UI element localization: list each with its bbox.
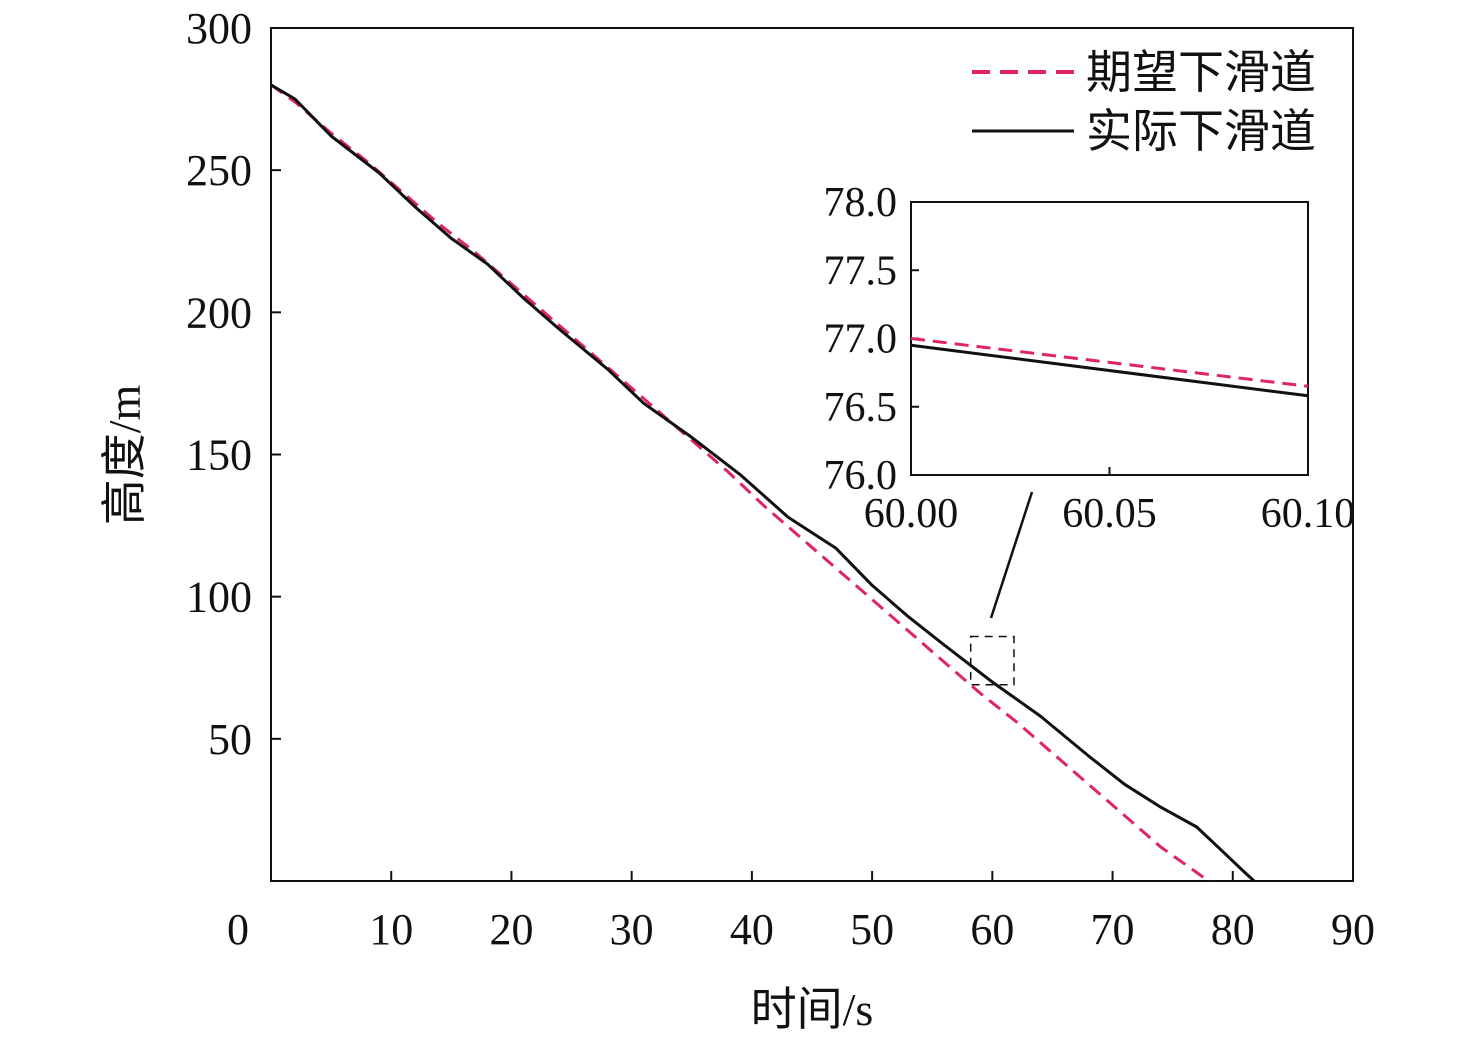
x-tick-label: 0 [227,905,249,954]
inset-series-line-expected [910,337,1309,388]
y-tick-label: 100 [186,573,252,622]
x-tick-label: 10 [369,905,413,954]
x-axis-label: 时间/s [751,984,874,1035]
x-axis-ticks: 0 10 20 30 40 50 60 70 80 90 [227,871,1375,954]
inset-x-axis-ticks: 60.00 60.05 60.10 [864,467,1356,537]
zoom-connector-line [989,491,1034,619]
y-tick-label: 150 [186,431,252,480]
series-line-actual [271,83,1257,881]
inset-y-tick-label: 78.0 [824,180,898,226]
inset-series-group [910,337,1309,398]
y-tick-label: 200 [186,288,252,337]
inset-y-tick-label: 77.0 [824,317,898,363]
inset-y-tick-label: 76.0 [824,453,898,499]
inset-x-tick-label: 60.10 [1261,491,1356,537]
series-line-expected [271,83,1212,881]
inset-y-axis-ticks: 76.0 76.5 77.0 77.5 78.0 [824,180,919,499]
y-tick-label: 50 [208,715,252,764]
inset-plot: 60.00 60.05 60.10 76.0 76.5 77.0 77.5 78.0 [824,180,1356,537]
series-group [271,83,1257,881]
x-tick-label: 50 [850,905,894,954]
x-tick-label: 80 [1211,905,1255,954]
x-tick-label: 70 [1091,905,1135,954]
inset-y-tick-label: 76.5 [824,385,898,431]
y-tick-label: 250 [186,146,252,195]
x-tick-label: 40 [730,905,774,954]
zoom-box [969,635,1015,686]
inset-x-tick-label: 60.00 [864,491,959,537]
y-tick-label: 300 [186,4,252,53]
inset-x-tick-label: 60.05 [1062,491,1157,537]
legend-label-actual: 实际下滑道 [1086,106,1316,157]
x-tick-label: 60 [970,905,1014,954]
legend-label-expected: 期望下滑道 [1086,47,1316,98]
y-axis-ticks: 50 100 150 200 250 300 [186,4,281,764]
x-tick-label: 90 [1331,905,1375,954]
y-axis-label: 高度/m [99,385,150,526]
inset-frame [910,201,1309,476]
inset-series-line-actual [910,343,1309,398]
legend: 期望下滑道 实际下滑道 [972,47,1316,157]
inset-y-tick-label: 77.5 [824,248,898,294]
x-tick-label: 20 [489,905,533,954]
x-tick-label: 30 [610,905,654,954]
